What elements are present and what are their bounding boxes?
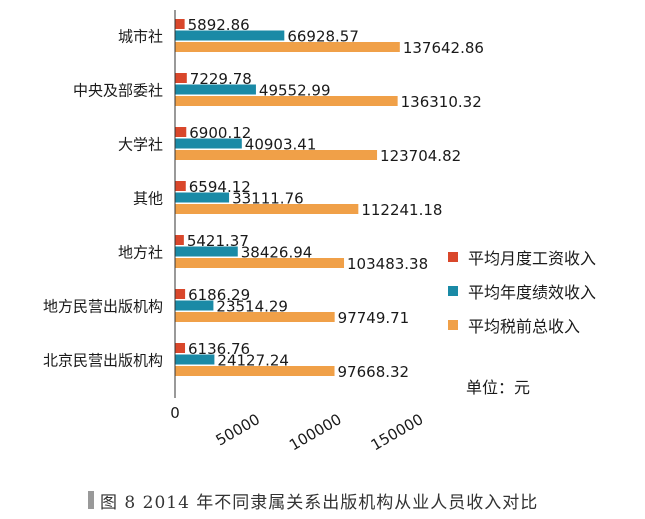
data-label: 6900.12 [189, 124, 251, 142]
x-tick-label: 150000 [368, 410, 427, 454]
bar [175, 127, 187, 137]
bar [175, 289, 186, 299]
category-label: 地方社 [118, 244, 163, 262]
data-label: 5892.86 [188, 16, 250, 34]
bar [175, 366, 335, 376]
bar [175, 235, 184, 245]
data-label: 6594.12 [189, 178, 251, 196]
data-label: 23514.29 [216, 298, 288, 316]
legend-swatch-monthly [448, 252, 458, 262]
data-label: 103483.38 [347, 255, 428, 273]
bar [175, 73, 187, 83]
bar [175, 30, 285, 41]
bar [175, 343, 186, 353]
data-label: 136310.32 [401, 93, 482, 111]
data-label: 66928.57 [287, 28, 359, 46]
caption-marker [88, 491, 94, 509]
bar [175, 84, 256, 95]
x-tick-label: 0 [170, 404, 180, 422]
x-tick-label: 50000 [213, 410, 263, 449]
data-label: 38426.94 [241, 244, 313, 262]
legend-label-monthly: 平均月度工资收入 [468, 249, 597, 268]
unit-label: 单位：元 [466, 378, 531, 397]
legend-item-monthly: 平均月度工资收入 [448, 246, 596, 268]
data-label: 97749.71 [338, 309, 410, 327]
bar [175, 354, 215, 365]
data-label: 49552.99 [259, 82, 331, 100]
bar [175, 246, 238, 257]
data-label: 24127.24 [217, 352, 289, 370]
legend-label-performance: 平均年度绩效收入 [468, 283, 597, 302]
legend-label-total: 平均税前总收入 [468, 317, 581, 336]
data-label: 6136.76 [188, 340, 250, 358]
legend-item-performance: 平均年度绩效收入 [448, 280, 596, 302]
data-label: 6186.29 [188, 286, 250, 304]
data-label: 112241.18 [361, 201, 442, 219]
category-label: 地方民营出版机构 [43, 298, 163, 316]
data-label: 97668.32 [338, 363, 410, 381]
legend-item-total: 平均税前总收入 [448, 314, 596, 336]
data-label: 5421.37 [187, 232, 249, 250]
data-label: 137642.86 [403, 39, 484, 57]
bar [175, 192, 230, 203]
figure-caption: 图 8 2014 年不同隶属关系出版机构从业人员收入对比 [100, 493, 539, 513]
bar [175, 19, 185, 29]
bar [175, 138, 242, 149]
x-tick-label: 100000 [286, 410, 345, 454]
data-label: 40903.41 [245, 136, 317, 154]
legend-swatch-total [448, 320, 458, 330]
category-label: 中央及部委社 [73, 82, 163, 100]
data-label: 7229.78 [190, 70, 252, 88]
category-label: 城市社 [118, 28, 163, 46]
bar [175, 150, 378, 160]
bar [175, 300, 214, 311]
bar [175, 96, 398, 106]
bar [175, 204, 359, 214]
bar [175, 258, 345, 268]
data-label: 123704.82 [380, 147, 461, 165]
bar [175, 42, 400, 52]
category-label: 大学社 [118, 136, 163, 154]
category-label: 北京民营出版机构 [43, 352, 163, 370]
chart-legend: 平均月度工资收入 平均年度绩效收入 平均税前总收入 [448, 246, 596, 348]
legend-swatch-performance [448, 286, 458, 296]
category-label: 其他 [133, 190, 163, 208]
bar [175, 181, 186, 191]
data-label: 33111.76 [232, 190, 304, 208]
bar [175, 312, 335, 322]
